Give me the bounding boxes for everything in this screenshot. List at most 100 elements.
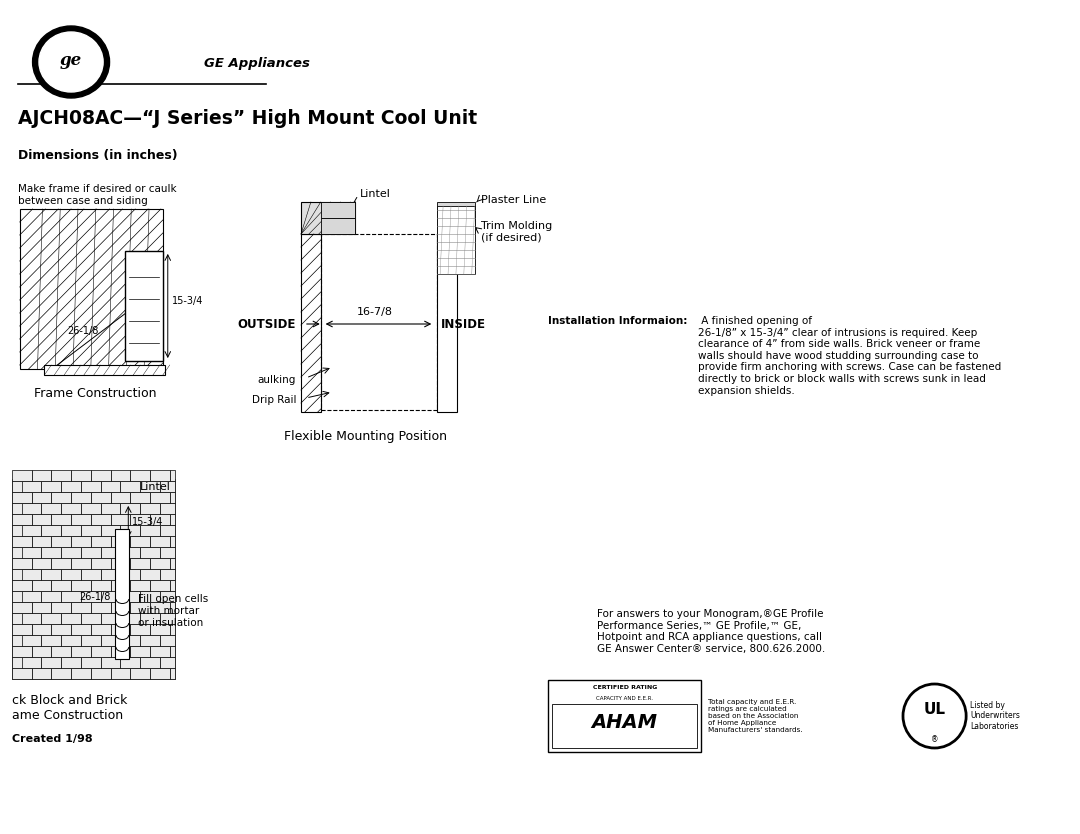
Bar bbox=[437, 202, 475, 218]
Bar bbox=[160, 613, 175, 624]
Bar bbox=[81, 613, 100, 624]
Bar bbox=[160, 591, 175, 602]
Bar bbox=[52, 580, 71, 591]
Bar bbox=[120, 635, 140, 646]
Bar bbox=[12, 492, 31, 503]
Bar bbox=[140, 503, 160, 514]
Bar bbox=[160, 503, 175, 514]
Bar bbox=[52, 646, 71, 657]
Text: AJCH08AC—“J Series” High Mount Cool Unit: AJCH08AC—“J Series” High Mount Cool Unit bbox=[17, 109, 477, 128]
Circle shape bbox=[903, 684, 967, 748]
Bar bbox=[91, 536, 110, 547]
Bar bbox=[71, 624, 91, 635]
Bar bbox=[62, 657, 81, 668]
Bar bbox=[52, 668, 71, 679]
Bar bbox=[62, 635, 81, 646]
Bar bbox=[110, 624, 131, 635]
Bar bbox=[71, 580, 91, 591]
Bar bbox=[71, 602, 91, 613]
Bar bbox=[12, 479, 175, 679]
Bar bbox=[552, 704, 697, 748]
Text: GE Appliances: GE Appliances bbox=[204, 58, 310, 71]
Bar bbox=[41, 525, 62, 536]
Text: Lintel: Lintel bbox=[140, 482, 171, 492]
Bar bbox=[62, 503, 81, 514]
Bar bbox=[150, 602, 170, 613]
Bar bbox=[31, 558, 52, 569]
Bar bbox=[110, 602, 131, 613]
Bar bbox=[170, 668, 175, 679]
Bar bbox=[12, 503, 31, 514]
Bar bbox=[71, 492, 91, 503]
Bar bbox=[22, 591, 41, 602]
Bar bbox=[120, 657, 140, 668]
Bar bbox=[12, 646, 31, 657]
Bar bbox=[548, 680, 701, 752]
Bar bbox=[131, 646, 150, 657]
Bar bbox=[12, 536, 31, 547]
Bar bbox=[81, 635, 100, 646]
Bar bbox=[170, 492, 175, 503]
Text: Created 1/98: Created 1/98 bbox=[12, 734, 93, 744]
Bar bbox=[12, 635, 31, 646]
Bar bbox=[12, 591, 31, 602]
Text: aulking: aulking bbox=[258, 375, 296, 385]
Bar bbox=[150, 668, 170, 679]
Bar bbox=[100, 657, 120, 668]
Bar bbox=[160, 547, 175, 558]
Text: ®: ® bbox=[931, 736, 939, 745]
Bar bbox=[140, 547, 160, 558]
Bar bbox=[22, 525, 41, 536]
Bar bbox=[437, 218, 475, 234]
Bar bbox=[31, 514, 52, 525]
Text: OUTSIDE: OUTSIDE bbox=[238, 318, 296, 330]
Bar bbox=[131, 470, 150, 481]
Bar bbox=[12, 624, 31, 635]
Bar bbox=[91, 492, 110, 503]
Bar bbox=[150, 580, 170, 591]
Bar bbox=[170, 470, 175, 481]
Text: 15-3/4: 15-3/4 bbox=[172, 296, 203, 306]
Ellipse shape bbox=[32, 26, 109, 98]
Bar bbox=[12, 481, 31, 492]
Bar bbox=[81, 525, 100, 536]
Bar bbox=[140, 481, 160, 492]
Bar bbox=[120, 525, 140, 536]
Bar bbox=[52, 536, 71, 547]
Bar bbox=[100, 613, 120, 624]
Bar bbox=[131, 558, 150, 569]
Bar bbox=[41, 503, 62, 514]
Bar bbox=[170, 558, 175, 569]
Bar bbox=[31, 580, 52, 591]
Bar bbox=[71, 646, 91, 657]
Bar bbox=[62, 591, 81, 602]
Bar bbox=[22, 613, 41, 624]
Bar bbox=[301, 202, 355, 234]
Text: Frame Construction: Frame Construction bbox=[35, 387, 157, 400]
Bar bbox=[62, 481, 81, 492]
Bar bbox=[52, 558, 71, 569]
Bar bbox=[31, 602, 52, 613]
Text: 26-1/8: 26-1/8 bbox=[67, 326, 98, 336]
Bar bbox=[81, 657, 100, 668]
Bar bbox=[170, 602, 175, 613]
Bar bbox=[41, 569, 62, 580]
Bar bbox=[71, 470, 91, 481]
Bar bbox=[12, 514, 31, 525]
Bar bbox=[120, 503, 140, 514]
Bar bbox=[110, 646, 131, 657]
Bar bbox=[321, 202, 355, 218]
Bar bbox=[31, 470, 52, 481]
Bar bbox=[81, 569, 100, 580]
Bar bbox=[150, 558, 170, 569]
Bar bbox=[140, 569, 160, 580]
Bar bbox=[91, 470, 110, 481]
Text: Flexible Mounting Position: Flexible Mounting Position bbox=[284, 430, 447, 443]
Bar bbox=[52, 514, 71, 525]
Text: A finished opening of
26-1/8” x 15-3/4” clear of intrusions is required. Keep
cl: A finished opening of 26-1/8” x 15-3/4” … bbox=[698, 316, 1001, 395]
Bar bbox=[150, 470, 170, 481]
Bar bbox=[12, 470, 31, 481]
Bar bbox=[31, 668, 52, 679]
Bar bbox=[110, 514, 131, 525]
Bar bbox=[31, 536, 52, 547]
